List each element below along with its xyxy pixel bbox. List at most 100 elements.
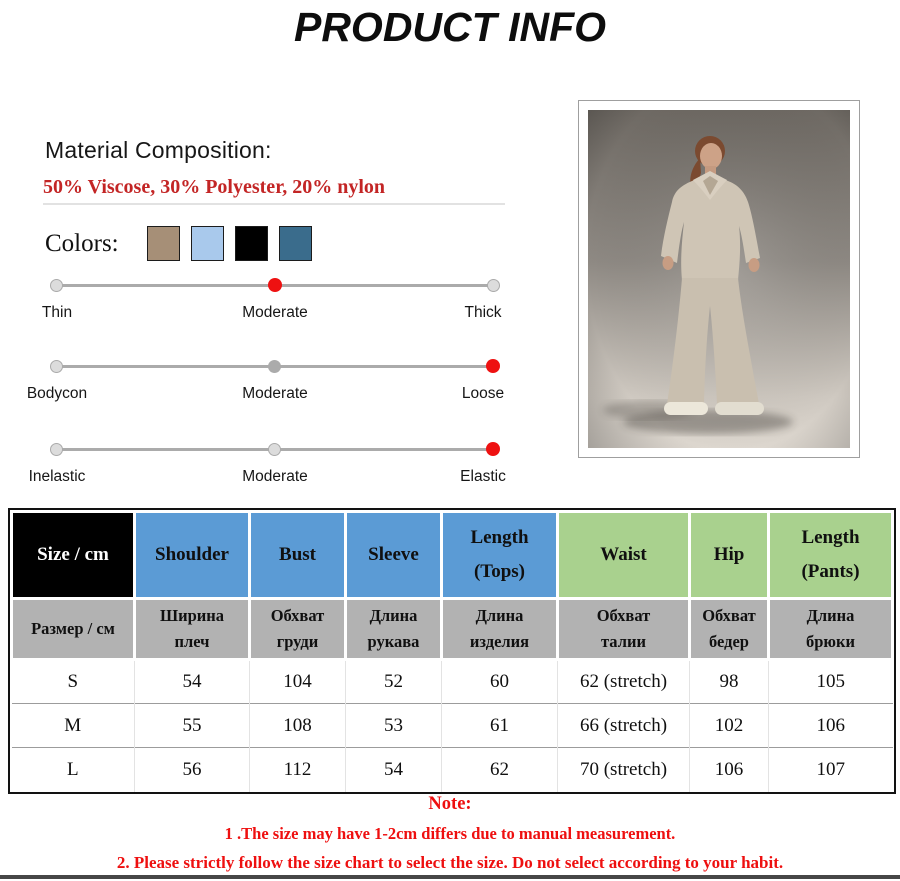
ru-line1: Обхват — [596, 606, 651, 625]
cell-length-tops: 61 — [441, 703, 558, 748]
cell-length-tops: 62 — [441, 747, 558, 792]
subheader-shoulder-ru: Ширина плеч — [133, 597, 251, 661]
cell-length-pants: 106 — [768, 703, 893, 748]
header-length-tops-line1: Length — [470, 527, 529, 548]
elasticity-scale: Inelastic Moderate Elastic — [29, 434, 506, 496]
subheader-waist-ru: Обхват талии — [556, 597, 691, 661]
cell-sleeve: 54 — [345, 747, 442, 792]
ru-line2: плеч — [174, 632, 210, 651]
cell-waist: 62 (stretch) — [557, 659, 690, 704]
scale-label-moderate: Moderate — [242, 385, 308, 402]
fit-scale: Bodycon Moderate Loose — [27, 351, 505, 413]
cell-bust: 112 — [249, 747, 346, 792]
cell-bust: 108 — [249, 703, 346, 748]
scale-label-inelastic: Inelastic — [28, 468, 86, 485]
table-row-size-m: M 55 108 53 61 66 (stretch) 102 106 — [11, 703, 893, 748]
cell-shoulder: 55 — [134, 703, 250, 748]
size-chart: Size / cm Shoulder Bust Sleeve Length (T… — [8, 508, 896, 794]
note-heading: Note: — [428, 794, 472, 814]
scale-label-moderate: Moderate — [242, 468, 308, 485]
cell-bust: 104 — [249, 659, 346, 704]
subheader-size-cm-ru: Размер / см — [10, 597, 136, 661]
product-photo — [578, 100, 860, 458]
subheader-hip-ru: Обхват бедер — [688, 597, 770, 661]
scale-label-moderate: Moderate — [242, 304, 308, 321]
subheader-length-pants-ru: Длина брюки — [767, 597, 894, 661]
ru-line2: рукава — [367, 632, 420, 651]
scale-label-elastic: Elastic — [460, 468, 506, 485]
header-length-tops: Length (Tops) — [440, 510, 559, 600]
ru-line2: брюки — [805, 632, 856, 651]
slider-dot-right — [486, 442, 500, 456]
subheader-length-tops-ru: Длина изделия — [440, 597, 559, 661]
material-composition-value: 50% Viscose, 30% Polyester, 20% nylon — [43, 176, 386, 198]
ru-line1: Ширина — [159, 606, 225, 625]
scale-label-loose: Loose — [461, 385, 505, 402]
header-size-cm: Size / cm — [10, 510, 136, 600]
slider-dot-middle — [268, 443, 281, 456]
ru-line1: Обхват — [270, 606, 325, 625]
scale-label-thick: Thick — [464, 304, 502, 321]
scale-label-thin: Thin — [41, 304, 73, 321]
table-row-size-l: L 56 112 54 62 70 (stretch) 106 107 — [11, 747, 893, 792]
ru-line1: Длина — [475, 606, 524, 625]
ru-line1: Обхват — [702, 606, 756, 625]
cell-shoulder: 56 — [134, 747, 250, 792]
header-sleeve: Sleeve — [344, 510, 443, 600]
color-swatch-black — [235, 226, 268, 261]
ru-line2: талии — [601, 632, 646, 651]
slider-dot-left — [50, 360, 63, 373]
ru-line2: изделия — [469, 632, 530, 651]
table-header-row-en: Size / cm Shoulder Bust Sleeve Length (T… — [10, 510, 894, 600]
header-shoulder: Shoulder — [133, 510, 251, 600]
ru-line2: бедер — [709, 632, 749, 651]
colors-row: Colors: — [45, 226, 323, 261]
product-photo-illustration — [588, 110, 850, 448]
material-composition-heading: Material Composition: — [45, 137, 272, 163]
section-divider — [0, 875, 900, 879]
cell-hip: 98 — [689, 659, 769, 704]
note-section: Note: 1 .The size may have 1-2cm differs… — [0, 794, 900, 873]
ru-line2: груди — [276, 632, 319, 651]
note-line-2: 2. Please strictly follow the size chart… — [116, 853, 784, 872]
cell-length-pants: 107 — [768, 747, 893, 792]
cell-sleeve: 53 — [345, 703, 442, 748]
cell-size: S — [11, 659, 135, 704]
cell-size: L — [11, 747, 135, 792]
header-waist: Waist — [556, 510, 691, 600]
table-header-row-ru: Размер / см Ширина плеч Обхват груди Дли… — [10, 597, 894, 661]
color-swatch-light-blue — [191, 226, 224, 261]
page-title: PRODUCT INFO — [293, 4, 607, 50]
colors-label: Colors: — [45, 229, 119, 257]
slider-dot-left — [50, 279, 63, 292]
slider-dot-right — [487, 279, 500, 292]
header-length-pants-line2: (Pants) — [801, 561, 860, 582]
slider-dot-right — [486, 359, 500, 373]
cell-length-tops: 60 — [441, 659, 558, 704]
note-line-1: 1 .The size may have 1-2cm differs due t… — [224, 824, 676, 843]
table-row-size-s: S 54 104 52 60 62 (stretch) 98 105 — [11, 659, 893, 704]
cell-length-pants: 105 — [768, 659, 893, 704]
ru-line1: Длина — [806, 606, 855, 625]
ru-line1: Длина — [369, 606, 418, 625]
slider-dot-middle — [268, 360, 281, 373]
header-bust: Bust — [248, 510, 347, 600]
cell-size: M — [11, 703, 135, 748]
cell-sleeve: 52 — [345, 659, 442, 704]
header-length-pants-line1: Length — [801, 527, 860, 548]
cell-shoulder: 54 — [134, 659, 250, 704]
header-length-pants: Length (Pants) — [767, 510, 894, 600]
subheader-bust-ru: Обхват груди — [248, 597, 347, 661]
header-length-tops-line2: (Tops) — [473, 561, 526, 582]
cell-waist: 70 (stretch) — [557, 747, 690, 792]
cell-waist: 66 (stretch) — [557, 703, 690, 748]
scale-label-bodycon: Bodycon — [26, 385, 88, 402]
color-swatch-steel-blue — [279, 226, 312, 261]
slider-dot-middle — [268, 278, 282, 292]
cell-hip: 106 — [689, 747, 769, 792]
color-swatch-khaki — [147, 226, 180, 261]
subheader-sleeve-ru: Длина рукава — [344, 597, 443, 661]
cell-hip: 102 — [689, 703, 769, 748]
thickness-scale: Thin Moderate Thick — [41, 270, 505, 332]
